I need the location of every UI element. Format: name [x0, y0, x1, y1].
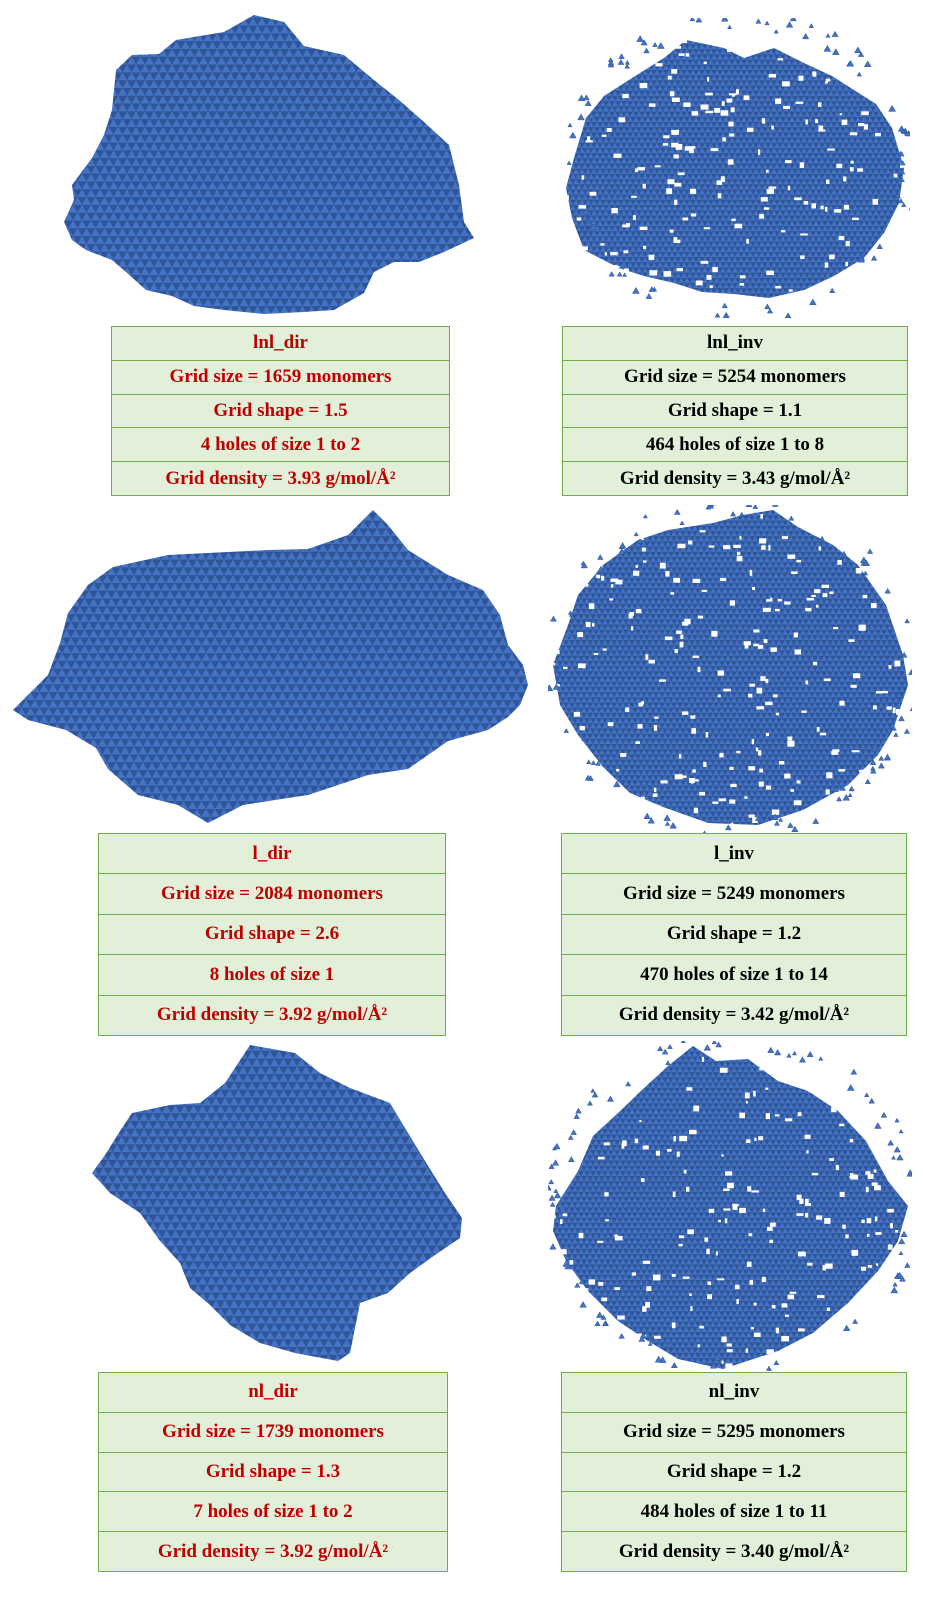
holes-value: 484 holes of size 1 to 11 — [561, 1491, 907, 1533]
panel-title: l_dir — [98, 832, 446, 875]
grid-shape-value: Grid shape = 1.2 — [561, 913, 907, 956]
grid-l-inv-image — [548, 505, 912, 835]
holes-value: 470 holes of size 1 to 14 — [561, 954, 907, 996]
grid-density-value: Grid density = 3.43 g/mol/Å² — [562, 461, 908, 496]
grid-size-value: Grid size = 5295 monomers — [561, 1411, 907, 1453]
grid-size-value: Grid size = 1739 monomers — [98, 1411, 448, 1453]
grid-density-value: Grid density = 3.42 g/mol/Å² — [561, 994, 907, 1037]
grid-size-value: Grid size = 1659 monomers — [111, 359, 450, 395]
panel-lnl-dir-stats: lnl_dir Grid size = 1659 monomers Grid s… — [111, 326, 450, 496]
panel-nl-dir-stats: nl_dir Grid size = 1739 monomers Grid sh… — [98, 1372, 448, 1572]
grid-lnl-inv-image — [566, 18, 910, 318]
grid-nl-dir-image — [92, 1045, 462, 1361]
grid-shape-value: Grid shape = 1.2 — [561, 1451, 907, 1493]
panel-title: nl_dir — [98, 1372, 448, 1413]
holes-value: 4 holes of size 1 to 2 — [111, 427, 450, 463]
panel-title: lnl_inv — [562, 326, 908, 361]
grid-shape-value: Grid shape = 1.5 — [111, 393, 450, 429]
grid-shape-value: Grid shape = 1.1 — [562, 393, 908, 429]
grid-nl-inv-image — [548, 1041, 912, 1371]
grid-size-value: Grid size = 5249 monomers — [561, 873, 907, 915]
grid-l-dir-image — [13, 510, 528, 823]
holes-value: 464 holes of size 1 to 8 — [562, 427, 908, 463]
grid-density-value: Grid density = 3.93 g/mol/Å² — [111, 461, 450, 496]
grid-density-value: Grid density = 3.92 g/mol/Å² — [98, 1531, 448, 1572]
holes-value: 7 holes of size 1 to 2 — [98, 1491, 448, 1533]
grid-lnl-dir-image — [64, 15, 474, 314]
panel-lnl-inv-stats: lnl_inv Grid size = 5254 monomers Grid s… — [562, 326, 908, 496]
panel-title: l_inv — [561, 832, 907, 875]
grid-size-value: Grid size = 5254 monomers — [562, 359, 908, 395]
panel-title: nl_inv — [561, 1372, 907, 1413]
panel-l-dir-stats: l_dir Grid size = 2084 monomers Grid sha… — [98, 832, 446, 1037]
grid-density-value: Grid density = 3.92 g/mol/Å² — [98, 994, 446, 1037]
holes-value: 8 holes of size 1 — [98, 954, 446, 996]
grid-density-value: Grid density = 3.40 g/mol/Å² — [561, 1531, 907, 1572]
panel-title: lnl_dir — [111, 326, 450, 361]
panel-nl-inv-stats: nl_inv Grid size = 5295 monomers Grid sh… — [561, 1372, 907, 1572]
panel-l-inv-stats: l_inv Grid size = 5249 monomers Grid sha… — [561, 832, 907, 1037]
grid-shape-value: Grid shape = 2.6 — [98, 913, 446, 956]
grid-size-value: Grid size = 2084 monomers — [98, 873, 446, 915]
grid-shape-value: Grid shape = 1.3 — [98, 1451, 448, 1493]
